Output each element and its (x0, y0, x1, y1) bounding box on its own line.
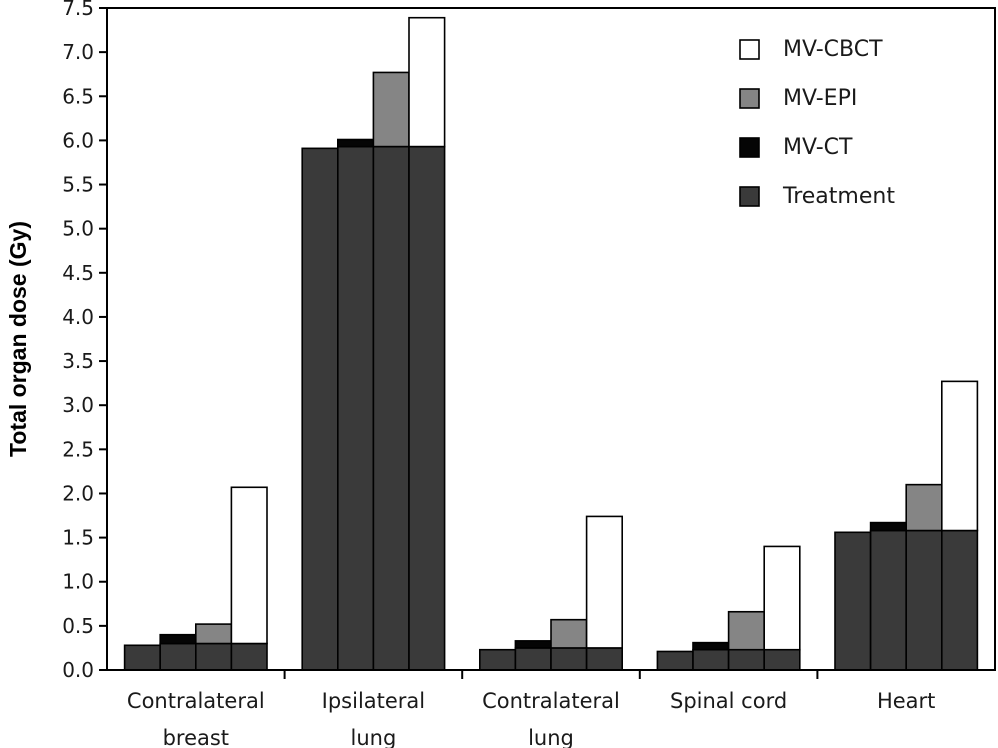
legend-label-mv-cbct: MV-CBCT (783, 37, 883, 62)
y-tick-label: 1.0 (62, 570, 94, 594)
bar-segment-mv-cbct (763, 545, 801, 651)
bar-segment-treatment (869, 529, 907, 671)
legend-swatch-mv-ct (739, 137, 760, 158)
y-ticks-layer: 0.0 0.5 1.0 1.5 2.0 2.5 3.0 3.5 4.0 4.5 5.0 5.5 6.0 6… (62, 0, 107, 682)
bar-segment-treatment (123, 644, 161, 671)
bar-segment-treatment (940, 529, 979, 671)
y-axis-title-group: Total organ dose (Gy) (5, 221, 31, 457)
legend-swatch-treatment (739, 186, 760, 207)
bar-segment-treatment (336, 145, 375, 671)
bar-segment-treatment (408, 145, 446, 671)
y-tick-label: 6.5 (62, 84, 94, 108)
bar-segment-mv-ct (514, 640, 552, 649)
bar-segment-mv-ct (159, 633, 197, 645)
x-category-label: Spinal cord (670, 689, 787, 713)
legend-label-mv-epi: MV-EPI (783, 86, 857, 111)
y-tick-label: 6.0 (62, 128, 94, 152)
y-tick-label: 2.5 (62, 437, 94, 461)
y-tick-label: 7.0 (62, 40, 94, 64)
bar-segment-mv-cbct (230, 486, 268, 645)
legend-label-mv-ct: MV-CT (783, 135, 853, 160)
x-category-label: Contralateral (482, 689, 620, 713)
y-tick-label: 5.0 (62, 217, 94, 241)
bar-segment-treatment (905, 529, 943, 671)
bar-segment-treatment (692, 648, 730, 671)
y-tick-label: 0.5 (62, 614, 94, 638)
bar-segment-treatment (230, 642, 268, 671)
y-tick-label: 5.5 (62, 173, 94, 197)
y-axis-title: Total organ dose (Gy) (5, 221, 31, 457)
bar-segment-treatment (372, 145, 410, 671)
bar-segment-mv-ct (869, 521, 907, 532)
bar-segment-mv-epi (195, 623, 233, 645)
bar-segment-treatment (727, 648, 765, 671)
bar-segment-mv-epi (727, 610, 765, 651)
x-category-label: Contralateral (127, 689, 265, 713)
bar-segment-mv-epi (550, 618, 588, 649)
x-categories-layer: Contralateral breast Ipsilateral lung Contra… (127, 689, 936, 748)
y-tick-label: 7.5 (62, 0, 94, 20)
bar-segment-treatment (514, 647, 552, 671)
bar-segment-treatment (585, 647, 623, 671)
legend-swatch-mv-cbct (739, 39, 760, 60)
y-tick-label: 4.0 (62, 305, 94, 329)
bar-segment-treatment (195, 642, 233, 671)
legend-swatch-mv-epi (739, 88, 760, 109)
bar-segment-mv-cbct (940, 380, 979, 532)
bar-segment-treatment (763, 648, 801, 671)
bar-segment-treatment (550, 647, 588, 671)
y-tick-label: 3.0 (62, 393, 94, 417)
legend: MV-CBCT MV-EPI MV-CT Treatment (739, 37, 895, 209)
bar-segment-mv-cbct (408, 16, 446, 148)
bar-segment-treatment (301, 147, 339, 671)
bar-segment-treatment (159, 642, 197, 671)
y-tick-label: 4.5 (62, 261, 94, 285)
x-category-label: lung (528, 726, 574, 748)
y-tick-label: 1.5 (62, 526, 94, 550)
axes-layer (106, 7, 996, 679)
bar-segment-mv-epi (905, 483, 943, 532)
bars-layer (123, 16, 979, 671)
bar-segment-mv-cbct (585, 515, 623, 649)
plot-frame (106, 7, 996, 671)
legend-label-treatment: Treatment (782, 184, 895, 209)
bar-segment-mv-ct (336, 138, 375, 148)
x-category-label: Heart (877, 689, 935, 713)
y-tick-label: 3.5 (62, 349, 94, 373)
bar-segment-treatment (478, 648, 517, 671)
y-tick-label: 2.0 (62, 481, 94, 505)
y-tick-label: 0.0 (62, 658, 94, 682)
bar-segment-mv-ct (692, 641, 730, 651)
bar-segment-mv-epi (372, 71, 410, 148)
bar-segment-treatment (656, 650, 694, 671)
x-category-label: Ipsilateral (322, 689, 426, 713)
x-category-label: lung (351, 726, 397, 748)
x-category-label: breast (163, 726, 229, 748)
bar-segment-treatment (834, 531, 872, 671)
